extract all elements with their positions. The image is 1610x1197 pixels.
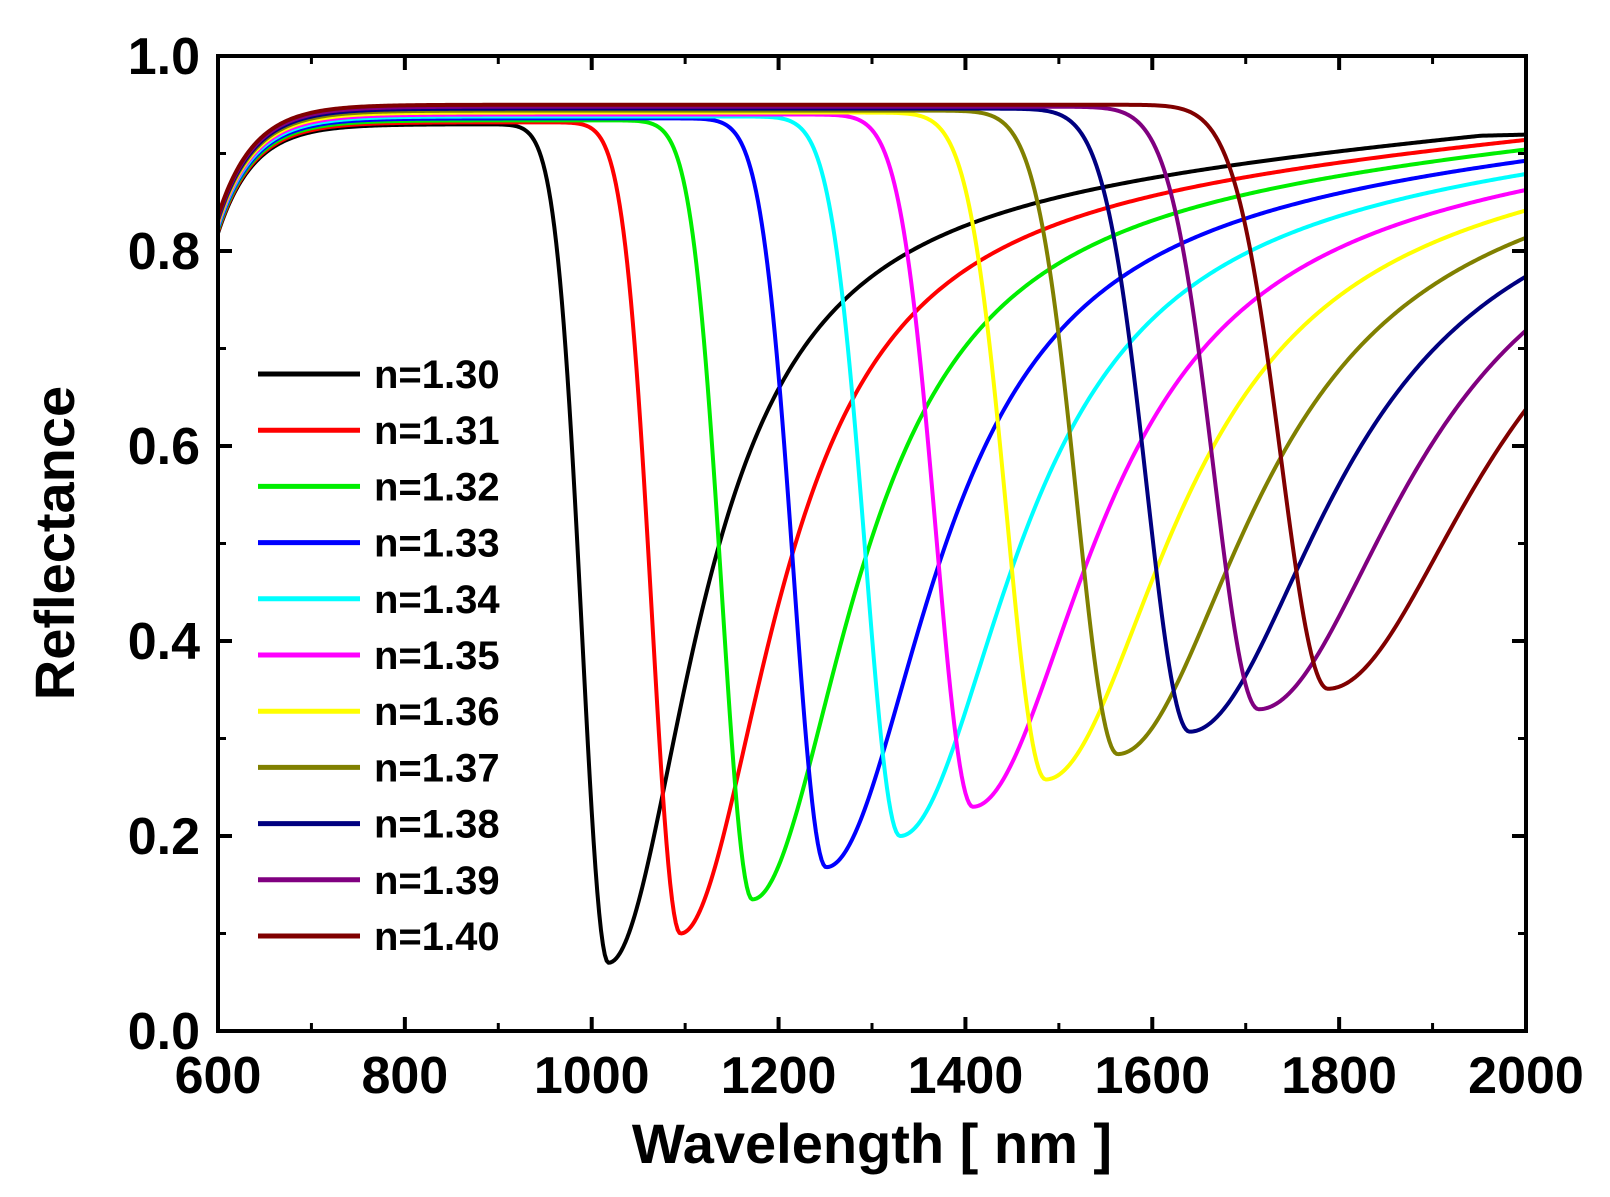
legend-label: n=1.38 (374, 803, 500, 847)
legend-label: n=1.31 (374, 409, 500, 453)
x-axis-title: Wavelength [ nm ] (632, 1112, 1112, 1175)
legend-label: n=1.30 (374, 353, 500, 397)
x-tick-label: 1400 (908, 1047, 1024, 1105)
ticks-layer (216, 54, 1528, 1033)
y-tick-label: 0.2 (128, 808, 200, 866)
legend-label: n=1.39 (374, 859, 500, 903)
x-tick-label: 800 (361, 1047, 448, 1105)
labels-layer: 600 800 1000 1200 1400 1600 1800 2000 0.0 0.2 0.4 0… (128, 28, 1584, 1105)
y-tick-label: 0.4 (128, 613, 200, 671)
x-tick-label: 600 (175, 1047, 262, 1105)
legend-label: n=1.37 (374, 746, 500, 790)
x-tick-label: 1200 (721, 1047, 837, 1105)
x-tick-label: 2000 (1468, 1047, 1584, 1105)
y-tick-label: 0.6 (128, 418, 200, 476)
y-tick-label: 1.0 (128, 28, 200, 86)
y-tick-label: 0.8 (128, 223, 200, 281)
legend-label: n=1.33 (374, 522, 500, 566)
y-axis-title: Reflectance (23, 386, 86, 700)
legend-label: n=1.36 (374, 690, 500, 734)
legend-label: n=1.32 (374, 465, 500, 509)
legend-label: n=1.40 (374, 915, 500, 959)
series-layer (218, 102, 1526, 965)
x-tick-label: 1600 (1094, 1047, 1210, 1105)
x-tick-label: 1800 (1281, 1047, 1397, 1105)
series-line-140 (218, 102, 1526, 691)
y-tick-label: 0.0 (128, 1003, 200, 1061)
x-tick-label: 1000 (534, 1047, 650, 1105)
legend-label: n=1.35 (374, 634, 500, 678)
legend-label: n=1.34 (374, 578, 500, 622)
legend: n=1.30 n=1.31 n=1.32 n=1.33 n=1.34 n=1.35 n=1.… (258, 353, 500, 959)
